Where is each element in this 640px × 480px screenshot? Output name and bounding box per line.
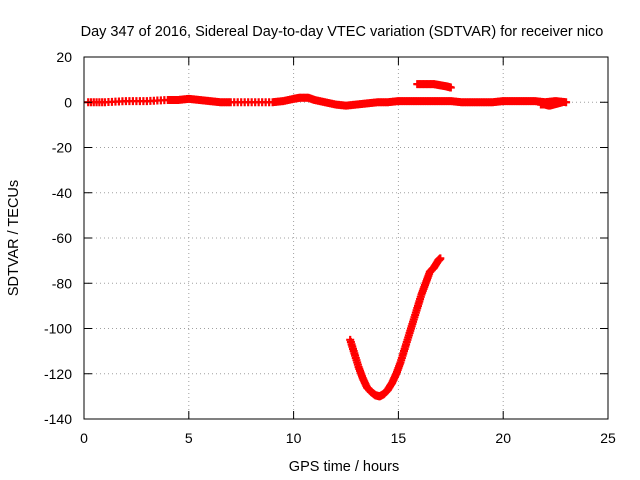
x-tick-label: 15 [391,430,407,446]
y-tick-label: -140 [44,411,72,427]
data-point [436,254,445,263]
chart-title: Day 347 of 2016, Sidereal Day-to-day VTE… [81,24,604,40]
x-tick-labels: 0 5 10 15 20 25 [80,430,616,446]
x-tick-label: 10 [286,430,302,446]
y-tick-label: -80 [52,275,72,291]
series-1 [84,93,571,110]
grid-lines [84,57,608,419]
x-tick-label: 25 [600,430,616,446]
y-tick-labels: 20 0 -20 -40 -60 -80 -100 -120 -140 [44,49,72,427]
x-tick-label: 20 [495,430,511,446]
series-3 [536,98,566,110]
y-tick-label: -60 [52,230,72,246]
y-tick-label: 20 [56,49,72,65]
y-tick-label: 0 [64,94,72,110]
y-tick-label: -120 [44,366,72,382]
plot-frame [83,56,609,420]
data-point [557,98,566,107]
series-4 [346,254,445,401]
y-axis-label: SDTVAR / TECUs [6,180,22,296]
y-tick-label: -40 [52,185,72,201]
x-tick-label: 5 [185,430,193,446]
x-tick-label: 0 [80,430,88,446]
y-tick-label: -20 [52,140,72,156]
data-points [84,80,571,401]
tick-marks [83,56,609,420]
x-axis-label: GPS time / hours [289,459,399,475]
y-tick-label: -100 [44,321,72,337]
data-point [446,83,455,92]
series-2 [413,80,455,92]
